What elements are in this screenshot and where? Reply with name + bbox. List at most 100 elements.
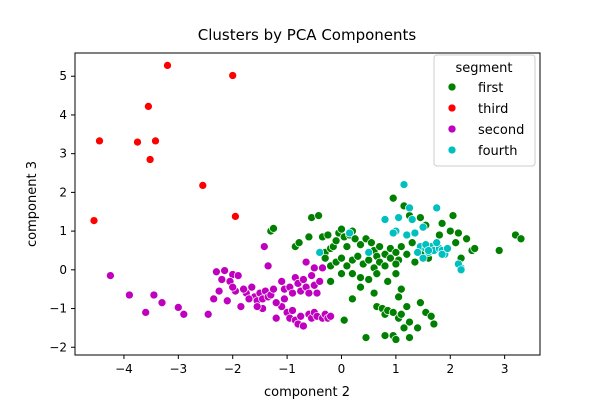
point-first: [348, 294, 357, 304]
point-second: [299, 275, 308, 284]
point-first: [391, 269, 401, 279]
point-second: [304, 288, 314, 298]
y-tick-label: 0: [59, 263, 67, 277]
plot-frame: [74, 52, 541, 356]
point-second: [239, 284, 248, 294]
point-second: [141, 308, 151, 317]
point-fourth: [399, 180, 409, 189]
point-second: [288, 306, 297, 315]
point-first: [405, 333, 414, 342]
point-second: [125, 290, 134, 300]
point-second: [233, 271, 243, 280]
point-second: [277, 277, 287, 286]
point-first: [294, 238, 304, 248]
point-second: [326, 311, 335, 321]
point-fourth: [405, 203, 414, 213]
point-first: [388, 308, 398, 317]
point-third: [163, 61, 172, 70]
point-first: [380, 331, 390, 340]
x-tick-label: −2: [224, 362, 242, 376]
point-second: [222, 296, 232, 306]
point-first: [399, 323, 409, 333]
point-first: [396, 309, 406, 319]
point-first: [361, 333, 371, 342]
point-second: [228, 282, 238, 292]
point-fourth: [413, 248, 422, 257]
point-first: [429, 319, 439, 329]
x-tick-label: 3: [501, 362, 509, 376]
point-fourth: [418, 253, 428, 263]
y-tick-label: 5: [59, 69, 67, 83]
point-first: [435, 230, 444, 240]
point-first: [383, 277, 393, 286]
legend-title: segment: [455, 61, 512, 76]
point-third: [89, 216, 99, 225]
point-first: [364, 275, 374, 284]
point-third: [228, 71, 238, 80]
point-second: [214, 286, 224, 296]
point-first: [416, 213, 425, 222]
point-first: [386, 253, 395, 263]
point-fourth: [402, 230, 412, 240]
point-first: [396, 284, 406, 294]
point-second: [296, 311, 306, 321]
point-first: [348, 269, 357, 279]
point-first: [391, 259, 401, 269]
point-fourth: [388, 228, 398, 238]
point-first: [426, 311, 436, 321]
point-first: [337, 224, 346, 234]
point-fourth: [456, 265, 466, 275]
point-fourth: [410, 228, 420, 238]
point-first: [337, 253, 346, 263]
point-second: [288, 288, 297, 298]
point-first: [342, 242, 352, 251]
point-first: [369, 288, 379, 298]
point-second: [301, 257, 311, 267]
point-third: [145, 155, 155, 164]
point-first: [375, 242, 384, 251]
point-second: [259, 242, 269, 251]
point-first: [326, 277, 335, 286]
point-second: [307, 271, 316, 280]
point-fourth: [418, 222, 428, 232]
point-third: [144, 102, 153, 111]
point-fourth: [432, 238, 442, 248]
point-fourth: [443, 244, 452, 253]
point-second: [263, 261, 273, 271]
x-tick-label: 2: [446, 362, 454, 376]
point-first: [356, 273, 365, 282]
legend-box: [433, 54, 536, 167]
point-second: [299, 321, 308, 331]
legend-marker-third: [447, 103, 457, 113]
point-first: [339, 315, 349, 325]
point-first: [410, 257, 420, 267]
point-second: [318, 263, 327, 273]
point-first: [413, 323, 422, 333]
point-first: [356, 240, 365, 250]
point-third: [133, 137, 142, 147]
point-first: [402, 249, 412, 259]
point-fourth: [424, 246, 433, 255]
y-tick-label: 2: [59, 185, 67, 199]
y-tick-label: 1: [59, 224, 67, 238]
point-second: [179, 309, 189, 319]
point-first: [402, 302, 412, 311]
point-second: [106, 271, 115, 280]
point-second: [271, 313, 281, 323]
point-first: [342, 261, 352, 271]
y-tick-label: 4: [59, 108, 67, 122]
point-fourth: [432, 203, 442, 213]
point-first: [353, 251, 363, 261]
point-first: [364, 255, 374, 265]
x-axis-label: component 2: [264, 385, 350, 400]
point-first: [320, 253, 330, 263]
point-first: [462, 234, 471, 244]
x-tick-label: 0: [338, 362, 346, 376]
point-first: [391, 248, 401, 257]
point-first: [356, 282, 365, 292]
point-fourth: [345, 228, 354, 238]
point-first: [314, 211, 323, 220]
y-tick-label: −2: [49, 340, 67, 354]
point-second: [157, 298, 167, 308]
